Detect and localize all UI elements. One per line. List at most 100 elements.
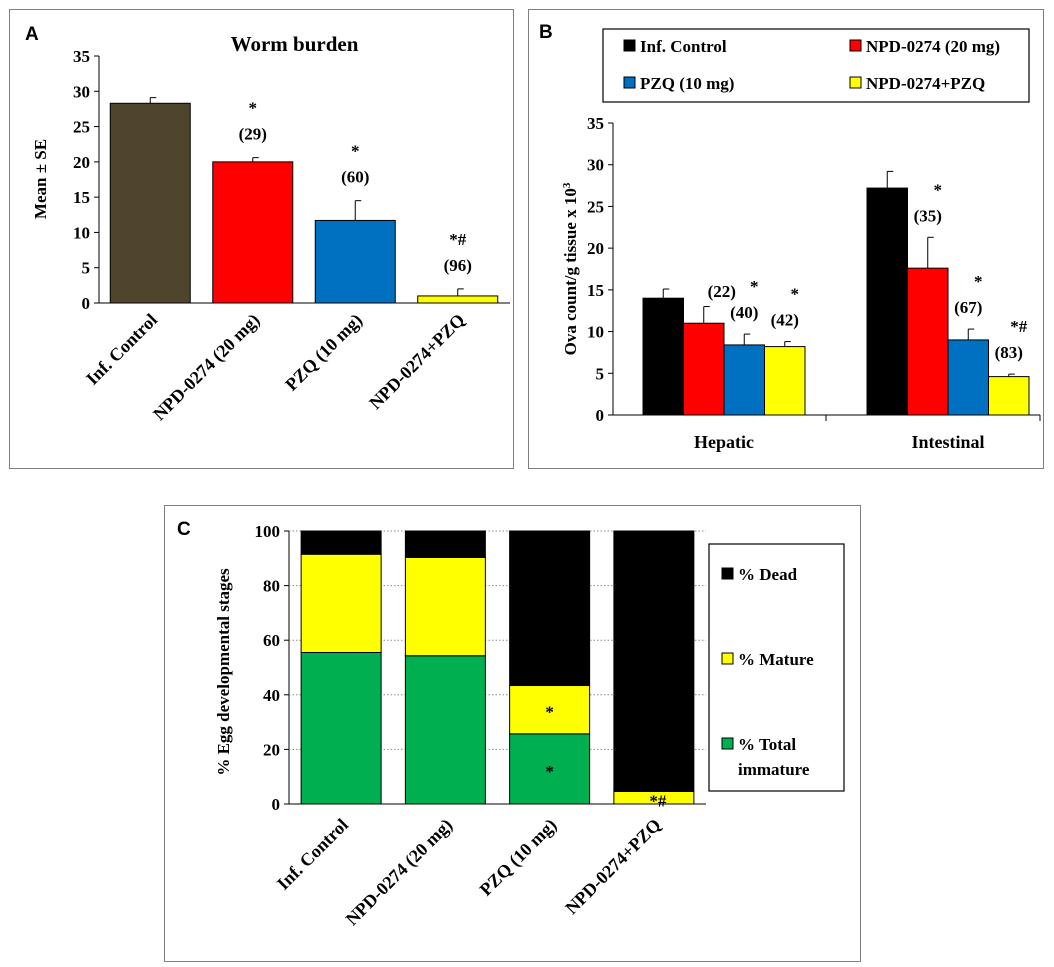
a-percent-label: (96) — [444, 256, 472, 275]
c-y-axis-tick-label: 60 — [263, 631, 280, 650]
c-significance-label: * — [545, 703, 554, 722]
b-significance-label: *# — [1010, 317, 1028, 336]
b-bar — [642, 297, 684, 416]
b-bar — [866, 187, 908, 416]
a-y-axis-tick-label: 20 — [73, 153, 90, 172]
b-significance-label: * — [791, 285, 800, 304]
b-legend-label: PZQ (10 mg) — [640, 74, 734, 93]
b-significance-label: * — [974, 272, 983, 291]
a-x-tick-label: Inf. Control — [82, 310, 161, 389]
b-percent-label: (67) — [954, 298, 982, 317]
a-bar — [109, 102, 191, 304]
c-legend-swatch — [721, 567, 734, 580]
a-y-axis-tick-label: 15 — [73, 188, 90, 207]
c-y-axis-tick-label: 20 — [263, 740, 280, 759]
c-bar-segment — [404, 530, 486, 558]
a-x-tick-label: PZQ (10 mg) — [281, 310, 367, 396]
c-significance-label: *# — [649, 792, 667, 811]
c-bar-segment — [300, 530, 382, 555]
c-x-tick-label: PZQ (10 mg) — [476, 815, 562, 901]
b-percent-label: (22) — [708, 282, 736, 301]
b-percent-label: (35) — [914, 206, 942, 225]
b-significance-label: * — [750, 277, 759, 296]
c-bar-segment — [300, 651, 382, 805]
b-y-axis-label-superscript: 3 — [561, 182, 573, 188]
c-legend-swatch — [721, 652, 734, 665]
b-percent-label: (42) — [771, 311, 799, 330]
a-bar — [212, 161, 294, 304]
a-y-axis-tick-label: 30 — [73, 82, 90, 101]
c-y-axis-tick-label: 40 — [263, 686, 280, 705]
c-bar-segment — [613, 530, 695, 792]
c-x-tick-label: NPD-0274 (20 mg) — [342, 815, 457, 930]
a-percent-label: (60) — [341, 168, 369, 187]
c-legend-label: immature — [738, 760, 810, 779]
b-bar — [723, 344, 765, 416]
a-y-axis-tick-label: 0 — [82, 294, 91, 313]
c-legend-label: % Dead — [738, 565, 798, 584]
b-y-axis-tick-label: 5 — [596, 364, 605, 383]
c-legend-label: % Mature — [738, 650, 814, 669]
c-significance-label: * — [545, 762, 554, 781]
a-y-axis-tick-label: 25 — [73, 118, 90, 137]
b-y-axis-tick-label: 20 — [587, 239, 604, 258]
b-significance-label: * — [934, 180, 943, 199]
b-legend-label: NPD-0274+PZQ — [866, 74, 985, 93]
c-bar-segment — [509, 685, 591, 735]
b-legend-swatch — [623, 39, 636, 52]
b-bar — [907, 267, 949, 416]
panel-a-label: A — [25, 24, 39, 45]
b-y-axis-tick-label: 25 — [587, 197, 604, 216]
b-y-axis-tick-label: 10 — [587, 323, 604, 342]
c-x-tick-label: NPD-0274+PZQ — [561, 815, 664, 918]
c-bar-segment — [509, 530, 591, 687]
b-x-tick-label: Intestinal — [911, 432, 984, 452]
a-x-tick-label: NPD-0274+PZQ — [365, 310, 468, 413]
c-legend-label: % Total — [738, 735, 796, 754]
b-legend-swatch — [623, 76, 636, 89]
b-percent-label: (83) — [995, 343, 1023, 362]
b-bar — [988, 376, 1030, 416]
b-legend-label: NPD-0274 (20 mg) — [866, 37, 1000, 56]
c-y-axis-tick-label: 80 — [263, 577, 280, 596]
a-chart-title: Worm burden — [231, 32, 359, 56]
panel-c-label: C — [177, 519, 191, 540]
b-legend-swatch — [849, 76, 862, 89]
b-y-axis-tick-label: 35 — [587, 114, 604, 133]
a-y-axis-tick-label: 5 — [82, 259, 91, 278]
a-y-axis-label: Mean ± SE — [31, 139, 50, 219]
b-y-axis-tick-label: 30 — [587, 156, 604, 175]
a-percent-label: (29) — [239, 125, 267, 144]
b-legend-label: Inf. Control — [640, 37, 727, 56]
b-bar — [764, 346, 806, 416]
c-legend-swatch — [721, 737, 734, 750]
a-x-tick-label: NPD-0274 (20 mg) — [149, 310, 264, 425]
a-y-axis-tick-label: 10 — [73, 223, 90, 242]
c-y-axis-tick-label: 100 — [255, 522, 281, 541]
b-x-tick-label: Hepatic — [694, 432, 754, 452]
b-bar — [947, 339, 989, 416]
a-significance-label: * — [351, 142, 360, 161]
b-y-axis-label: Ova count/g tissue x 103 — [561, 182, 580, 355]
b-percent-label: (40) — [730, 303, 758, 322]
c-bar-segment — [300, 553, 382, 653]
c-legend-box — [708, 543, 845, 792]
b-y-axis-tick-label: 0 — [596, 406, 605, 425]
a-significance-label: *# — [449, 230, 467, 249]
panel-b-label: B — [539, 22, 553, 43]
c-bar-segment — [509, 733, 591, 805]
b-legend-swatch — [849, 39, 862, 52]
a-bar — [417, 295, 499, 304]
c-x-tick-label: Inf. Control — [273, 815, 352, 894]
b-legend-box — [602, 28, 1030, 103]
c-y-axis-tick-label: 0 — [272, 795, 281, 814]
c-bar-segment — [404, 655, 486, 805]
a-y-axis-tick-label: 35 — [73, 47, 90, 66]
b-y-axis-tick-label: 15 — [587, 281, 604, 300]
b-bar — [683, 322, 725, 416]
c-bar-segment — [404, 556, 486, 657]
a-bar — [314, 219, 396, 304]
c-y-axis-label: % Egg developmental stages — [214, 568, 233, 776]
a-significance-label: * — [249, 99, 258, 118]
